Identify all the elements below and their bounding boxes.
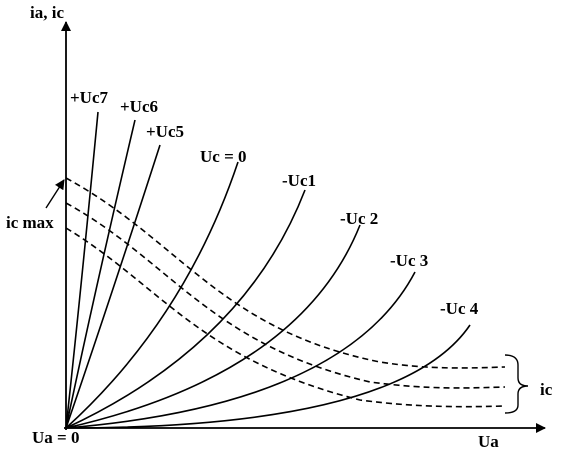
y-axis-label: ia, ic	[30, 3, 64, 22]
origin-label: Ua = 0	[32, 428, 79, 447]
x-axis-label: Ua	[478, 432, 499, 451]
curve	[65, 111, 99, 429]
curve-label: +Uc6	[120, 97, 158, 116]
dashed-curve	[65, 227, 506, 408]
curve	[65, 119, 136, 429]
curve-label: -Uc 3	[390, 251, 428, 270]
curve-label: Uc = 0	[200, 147, 247, 166]
curve	[65, 144, 161, 429]
dashed-curve	[65, 202, 506, 389]
curve	[65, 324, 471, 429]
curve	[65, 161, 239, 429]
curve-label: +Uc5	[146, 122, 184, 141]
dashed-curve	[65, 177, 506, 369]
curve-label: -Uc1	[282, 171, 316, 190]
ic-max-label: ic max	[6, 213, 54, 232]
ic-max-arrow	[45, 179, 65, 209]
curve	[65, 271, 416, 429]
curve-label: -Uc 4	[440, 299, 479, 318]
curve-label: -Uc 2	[340, 209, 378, 228]
brace	[504, 354, 529, 414]
ic-group-label: ic	[540, 380, 553, 399]
curve	[65, 189, 306, 429]
curve	[65, 224, 361, 429]
curve-label: +Uc7	[70, 88, 109, 107]
